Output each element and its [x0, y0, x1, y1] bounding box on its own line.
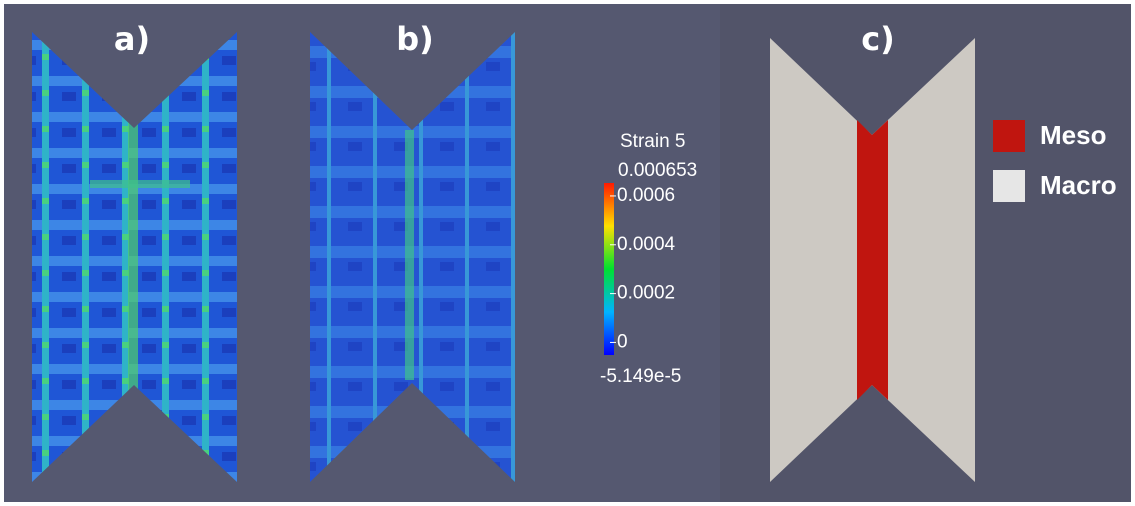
panel-label: a) [114, 20, 150, 58]
legend-swatch [993, 170, 1025, 202]
colorbar-max-label: 0.000653 [618, 160, 697, 181]
colorbar-tick-label: 0.0004 [617, 234, 676, 255]
legend-swatch [993, 120, 1025, 152]
figure: a) b) c) Strain 5 0.000653 -5.149e-5 0 0.00… [0, 0, 1135, 506]
colorbar [604, 183, 614, 355]
colorbar-tick-label: 0.0002 [617, 283, 675, 304]
panel-label: c) [861, 20, 895, 58]
legend-label: Meso [1040, 120, 1106, 150]
colorbar-min-label: -5.149e-5 [600, 366, 681, 387]
meso-band [857, 120, 888, 400]
panel-label: b) [396, 20, 434, 58]
colorbar-tick-label: 0 [617, 331, 628, 352]
legend-label: Macro [1040, 170, 1117, 200]
colorbar-tick-label: 0.0006 [617, 185, 675, 206]
colorbar-title: Strain 5 [620, 131, 685, 152]
